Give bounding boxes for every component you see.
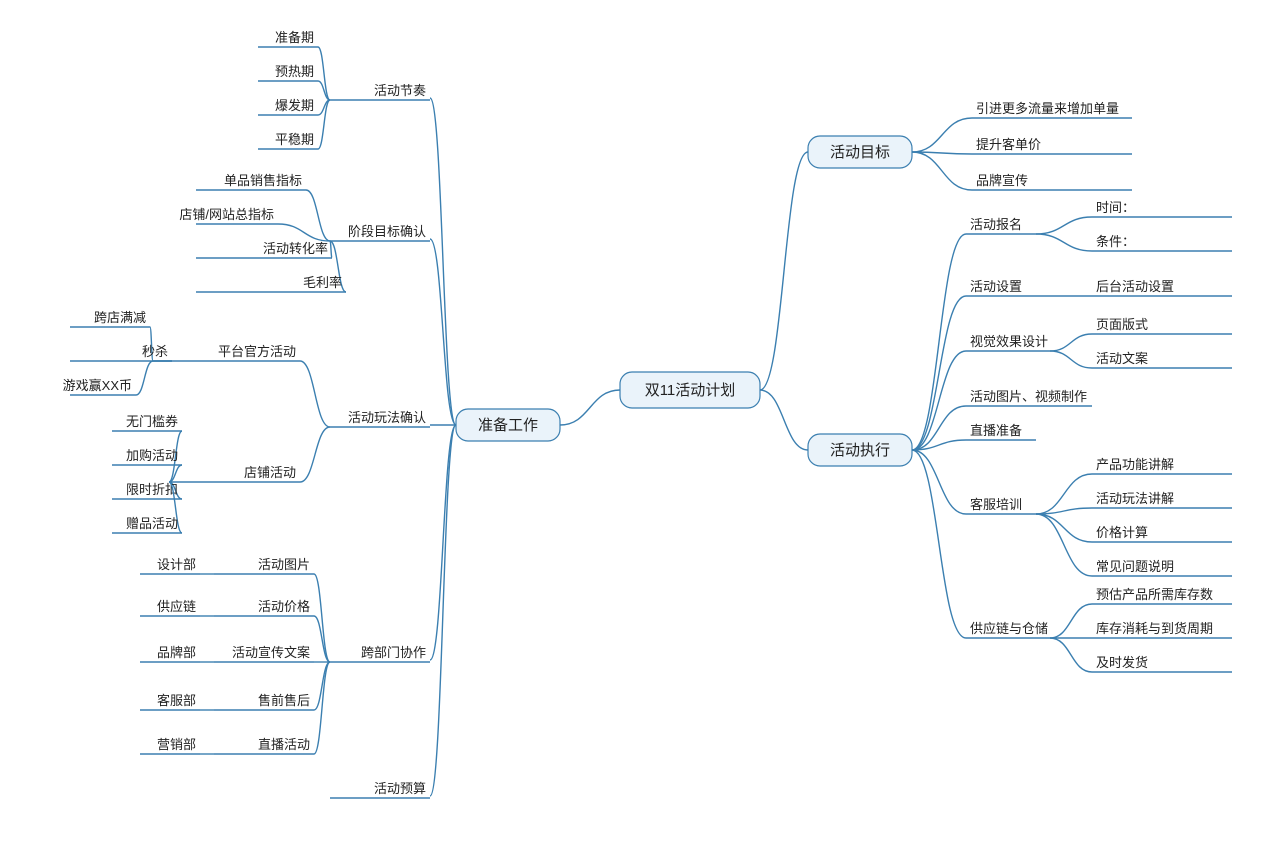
exec-branch-6: 供应链与仓储	[970, 621, 1048, 636]
exec-branch-3: 活动图片、视频制作	[970, 389, 1087, 404]
play-sub-0: 平台官方活动	[218, 344, 296, 359]
dept-leaf-2: 品牌部	[157, 645, 196, 660]
play-leaf-1-3: 赠品活动	[126, 516, 178, 531]
dept-leaf-1: 供应链	[157, 599, 196, 614]
main-label-goal: 活动目标	[830, 144, 890, 161]
exec-branch-4: 直播准备	[970, 423, 1022, 438]
leaf-rhythm-0: 准备期	[275, 30, 314, 45]
main-label-prep: 准备工作	[478, 417, 538, 434]
dept-mid-0: 活动图片	[258, 557, 310, 572]
exec-leaf-6-1: 库存消耗与到货周期	[1096, 621, 1213, 636]
leaf-stageGoal-1: 店铺/网站总指标	[179, 207, 274, 222]
dept-leaf-4: 营销部	[157, 737, 196, 752]
dept-mid-3: 售前售后	[258, 693, 310, 708]
exec-branch-2: 视觉效果设计	[970, 334, 1048, 349]
exec-leaf-1-0: 后台活动设置	[1096, 279, 1174, 294]
left-branch-stageGoal: 阶段目标确认	[348, 224, 426, 239]
leaf-stageGoal-0: 单品销售指标	[224, 173, 302, 188]
mindmap-canvas: 双11活动计划准备工作 活动目标活动执行 活动节奏 准备期预热期爆发期平稳期阶段目标确…	[0, 0, 1288, 842]
play-leaf-0-0: 跨店满减	[94, 310, 146, 325]
leaf-rhythm-2: 爆发期	[275, 98, 314, 113]
dept-mid-1: 活动价格	[258, 599, 310, 614]
left-branch-budget: 活动预算	[374, 781, 426, 796]
dept-leaf-0: 设计部	[157, 557, 196, 572]
play-sub-1: 店铺活动	[244, 465, 296, 480]
dept-mid-4: 直播活动	[258, 737, 310, 752]
goal-leaf-1: 提升客单价	[976, 137, 1041, 152]
exec-leaf-6-0: 预估产品所需库存数	[1096, 587, 1213, 602]
exec-leaf-6-2: 及时发货	[1096, 655, 1148, 670]
play-leaf-1-1: 加购活动	[126, 448, 178, 463]
exec-leaf-5-3: 常见问题说明	[1096, 559, 1174, 574]
left-branch-dept: 跨部门协作	[361, 645, 426, 660]
exec-branch-0: 活动报名	[970, 217, 1022, 232]
exec-leaf-2-1: 活动文案	[1096, 351, 1148, 366]
main-label-exec: 活动执行	[830, 442, 890, 459]
dept-leaf-3: 客服部	[157, 693, 196, 708]
exec-leaf-5-2: 价格计算	[1096, 525, 1148, 540]
leaf-stageGoal-2: 活动转化率	[263, 241, 328, 256]
root-label: 双11活动计划	[645, 382, 736, 399]
exec-leaf-5-0: 产品功能讲解	[1096, 457, 1174, 472]
leaf-rhythm-1: 预热期	[275, 64, 314, 79]
exec-leaf-0-0: 时间：	[1096, 200, 1135, 215]
goal-leaf-0: 引进更多流量来增加单量	[976, 101, 1119, 116]
exec-leaf-2-0: 页面版式	[1096, 317, 1148, 332]
exec-branch-5: 客服培训	[970, 497, 1022, 512]
play-leaf-1-2: 限时折扣	[126, 482, 178, 497]
exec-leaf-5-1: 活动玩法讲解	[1096, 491, 1174, 506]
play-leaf-1-0: 无门槛券	[126, 414, 178, 429]
left-branch-play: 活动玩法确认	[348, 410, 426, 425]
leaf-stageGoal-3: 毛利率	[303, 275, 342, 290]
left-branch-rhythm: 活动节奏	[374, 83, 426, 98]
goal-leaf-2: 品牌宣传	[976, 173, 1028, 188]
dept-mid-2: 活动宣传文案	[232, 645, 310, 660]
play-leaf-0-1: 秒杀	[142, 344, 168, 359]
play-leaf-0-2: 游戏赢XX币	[63, 378, 132, 393]
exec-branch-1: 活动设置	[970, 279, 1022, 294]
exec-leaf-0-1: 条件：	[1096, 234, 1135, 249]
leaf-rhythm-3: 平稳期	[275, 132, 314, 147]
